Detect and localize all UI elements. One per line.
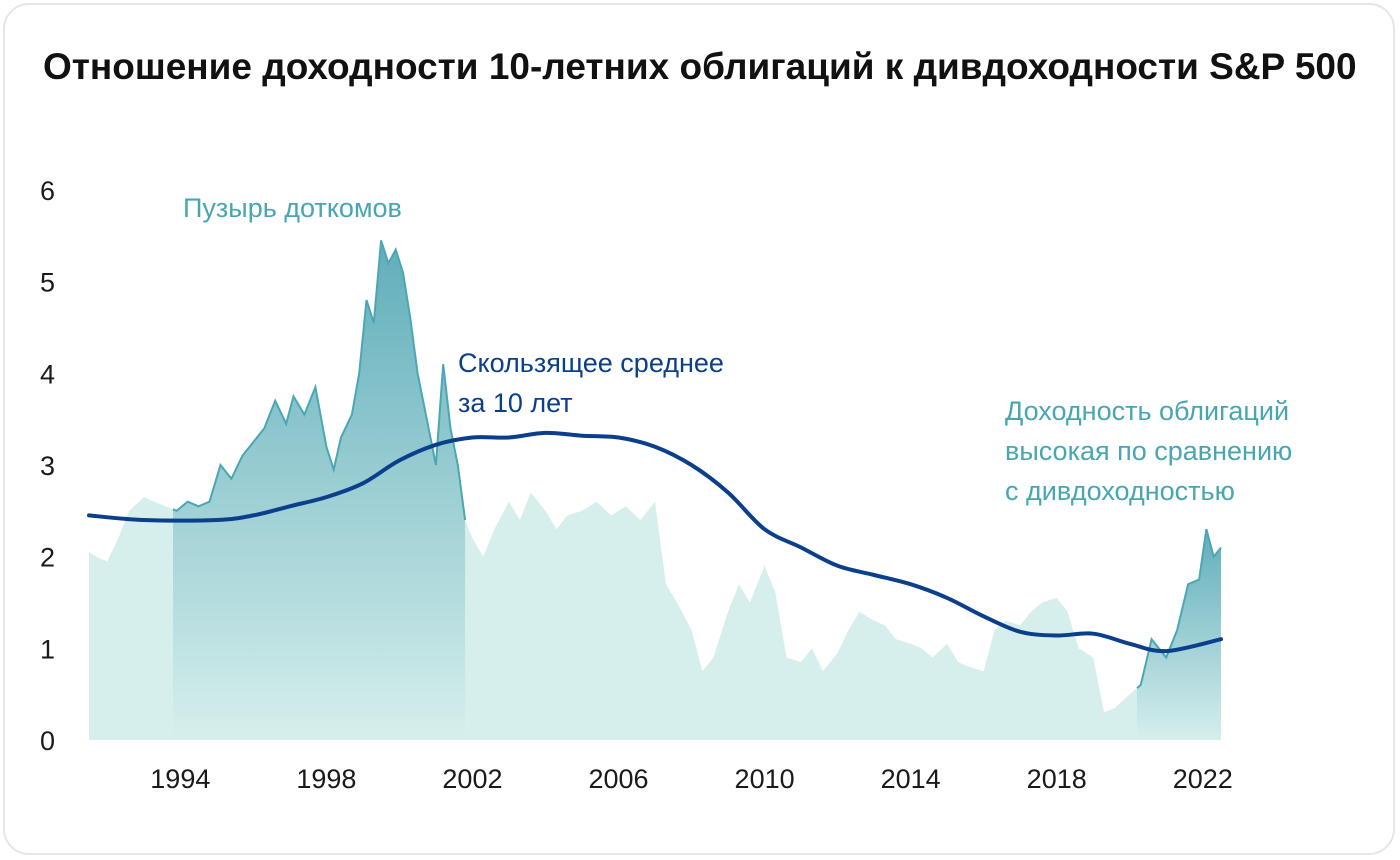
annotation-high-line3: с дивдоходностью [1005, 476, 1235, 506]
x-tick-1994: 1994 [150, 764, 210, 794]
chart-title: Отношение доходности 10-летних облигаций… [43, 46, 1357, 87]
x-tick-2006: 2006 [588, 764, 648, 794]
x-tick-2010: 2010 [735, 764, 795, 794]
annotation-ma-line2: за 10 лет [458, 388, 573, 418]
y-tick-3: 3 [40, 451, 55, 481]
y-tick-4: 4 [40, 359, 55, 389]
moving-average-line [87, 430, 1223, 654]
highlight-line-2 [1136, 528, 1222, 689]
x-tick-2002: 2002 [442, 764, 502, 794]
y-tick-1: 1 [40, 634, 55, 664]
x-tick-2014: 2014 [881, 764, 941, 794]
highlight-area-2 [1137, 529, 1221, 740]
annotation-ma-line1: Скользящее среднее [458, 348, 724, 378]
annotation-high-line1: Доходность облигаций [1005, 396, 1289, 426]
x-tick-2022: 2022 [1173, 764, 1233, 794]
x-tick-2018: 2018 [1027, 764, 1087, 794]
y-tick-6: 6 [40, 176, 55, 206]
x-tick-1998: 1998 [296, 764, 356, 794]
y-tick-2: 2 [40, 543, 55, 573]
highlight-line-1 [172, 240, 467, 521]
highlight-area-1 [173, 240, 466, 740]
annotation-dotcom: Пузырь доткомов [183, 193, 402, 223]
y-tick-0: 0 [40, 726, 55, 756]
y-tick-5: 5 [40, 268, 55, 298]
annotation-high-line2: высокая по сравнению [1005, 436, 1292, 466]
